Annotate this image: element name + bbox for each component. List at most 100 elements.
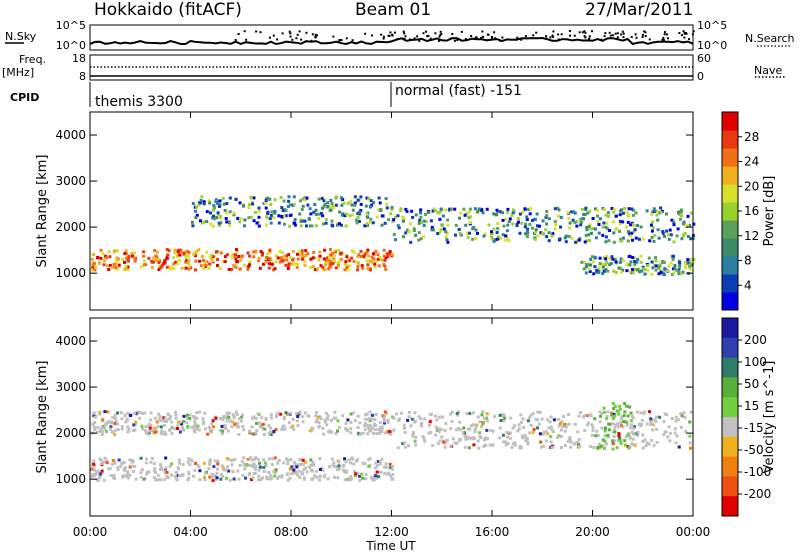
data-cell [93, 415, 97, 419]
data-cell [528, 212, 532, 216]
data-cell [386, 429, 390, 433]
data-cell [172, 262, 176, 266]
data-cell [100, 433, 104, 436]
data-cell [216, 264, 219, 267]
nsearch-point [439, 33, 442, 36]
data-cell [113, 249, 117, 253]
data-cell [285, 412, 289, 416]
data-cell [202, 200, 206, 204]
data-cell [563, 429, 567, 433]
data-cell [218, 267, 222, 270]
data-cell [186, 254, 190, 258]
data-cell [670, 417, 674, 420]
data-cell [514, 443, 518, 447]
data-cell [301, 420, 305, 424]
data-cell [358, 210, 362, 214]
nsearch-point [259, 31, 262, 34]
data-cell [618, 222, 622, 226]
data-cell [182, 428, 186, 432]
data-cell [335, 223, 339, 227]
data-cell [140, 265, 144, 269]
data-cell [114, 266, 118, 269]
data-cell [274, 415, 278, 419]
data-cell [207, 266, 211, 270]
data-cell [633, 256, 636, 260]
data-cell [439, 228, 443, 232]
data-cell [325, 417, 329, 421]
nsearch-point [501, 36, 504, 39]
data-cell [624, 435, 628, 439]
data-cell [679, 211, 683, 215]
data-cell [319, 417, 323, 421]
data-cell [684, 266, 688, 270]
data-cell [356, 211, 360, 215]
data-cell [405, 228, 409, 232]
data-cell [434, 433, 438, 437]
data-cell [351, 208, 355, 212]
data-cell [370, 413, 374, 417]
nsearch-point [389, 31, 392, 34]
data-cell [234, 257, 238, 261]
data-cell [257, 421, 261, 425]
data-cell [150, 457, 154, 460]
data-cell [413, 420, 417, 424]
nsearch-point [608, 31, 611, 34]
data-cell [226, 465, 229, 469]
nsearch-point [552, 30, 555, 33]
data-cell [114, 420, 118, 423]
data-cell [203, 411, 207, 415]
data-cell [239, 419, 243, 423]
data-cell [138, 416, 142, 420]
data-cell [422, 235, 425, 239]
data-cell [157, 268, 161, 271]
data-cell [496, 227, 500, 231]
data-cell [538, 432, 542, 436]
data-cell [303, 411, 307, 415]
data-cell [229, 420, 233, 423]
data-cell [590, 423, 594, 427]
data-cell [631, 256, 635, 259]
data-cell [384, 197, 388, 201]
data-cell [263, 427, 267, 431]
data-cell [498, 210, 502, 214]
data-cell [158, 478, 162, 482]
data-cell [346, 268, 350, 272]
data-cell [281, 427, 285, 431]
data-cell [417, 221, 421, 225]
nsearch-point [453, 39, 456, 42]
data-cell [344, 427, 348, 431]
data-cell [259, 423, 263, 427]
data-cell [175, 477, 179, 481]
data-cell [90, 467, 94, 471]
nsearch-point [243, 30, 246, 33]
data-cell [365, 423, 369, 427]
data-cell [598, 262, 602, 266]
data-cell [443, 208, 447, 212]
nsearch-point [364, 32, 367, 35]
data-cell [526, 231, 530, 235]
data-cell [619, 257, 623, 261]
data-cell [268, 197, 272, 201]
data-cell [682, 220, 686, 224]
data-cell [449, 412, 452, 416]
data-cell [654, 256, 657, 260]
colorbar-tick-label: 12 [744, 229, 759, 243]
data-cell [321, 265, 325, 269]
x-tick-label: 08:00 [274, 525, 309, 539]
data-cell [184, 260, 188, 264]
data-cell [602, 221, 606, 225]
data-cell [684, 429, 688, 433]
data-cell [98, 475, 102, 479]
data-cell [186, 417, 190, 420]
data-cell [567, 216, 571, 220]
data-cell [534, 228, 538, 232]
data-cell [96, 469, 100, 473]
data-cell [257, 215, 261, 219]
data-cell [402, 235, 405, 239]
data-cell [492, 227, 496, 231]
data-cell [374, 413, 378, 416]
data-cell [142, 259, 146, 263]
data-cell [483, 232, 487, 236]
data-cell [434, 414, 437, 418]
